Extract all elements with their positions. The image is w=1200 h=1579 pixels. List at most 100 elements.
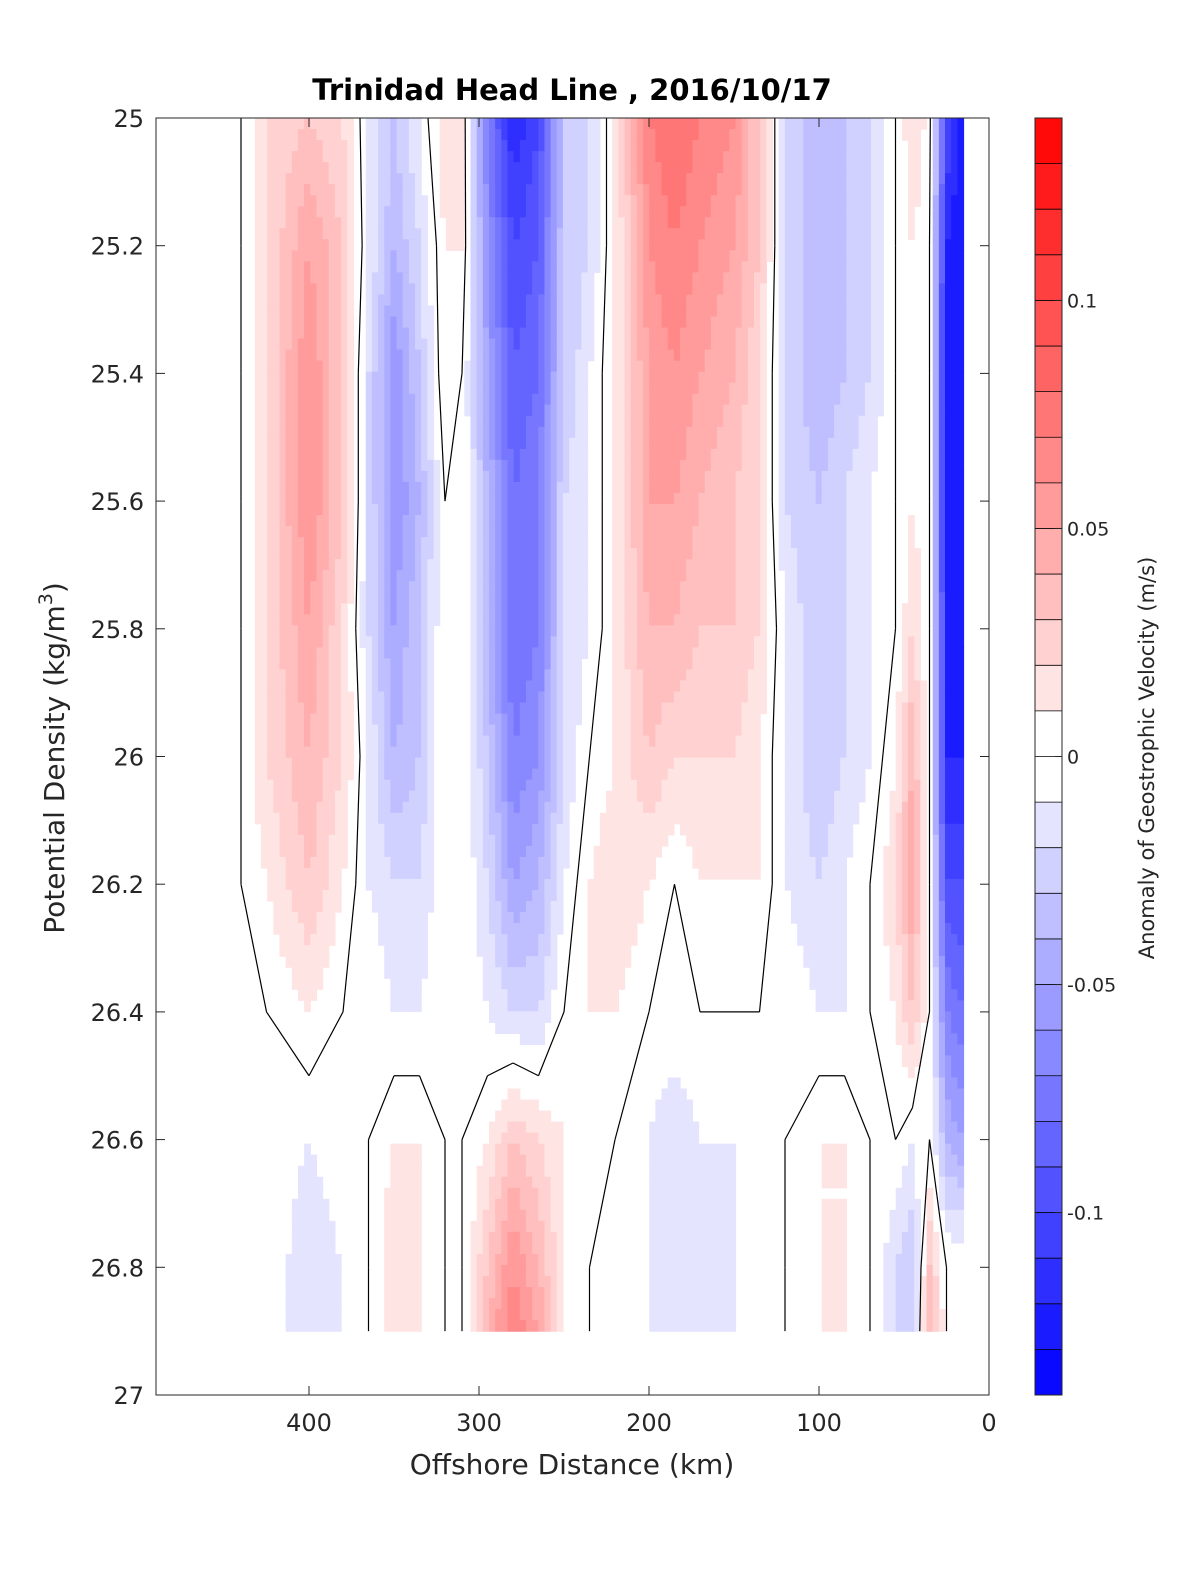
field-cell — [495, 118, 502, 130]
field-cell — [809, 206, 817, 218]
field-cell — [316, 515, 324, 527]
field-cell — [760, 504, 767, 516]
field-cell — [673, 658, 681, 671]
field-cell — [322, 647, 330, 659]
field-cell — [624, 151, 632, 163]
field-cell — [550, 448, 558, 461]
field-cell — [643, 217, 650, 229]
field-cell — [741, 228, 749, 240]
field-cell — [544, 305, 552, 318]
field-cell — [347, 261, 355, 273]
field-cell — [834, 603, 841, 615]
field-cell — [470, 129, 478, 141]
field-cell — [365, 570, 373, 582]
field-cell — [390, 118, 398, 130]
field-cell — [254, 382, 262, 395]
field-cell — [476, 217, 484, 229]
field-cell — [852, 658, 860, 671]
field-cell — [938, 151, 946, 163]
field-cell — [803, 327, 811, 340]
field-cell — [322, 239, 330, 251]
field-cell — [655, 305, 663, 318]
field-cell — [686, 570, 693, 582]
field-cell — [957, 515, 965, 527]
field-cell — [957, 327, 965, 340]
field-cell — [717, 360, 724, 373]
field-cell — [341, 537, 348, 549]
field-cell — [470, 614, 478, 626]
field-cell — [624, 305, 632, 318]
field-cell — [692, 426, 700, 439]
field-cell — [421, 548, 428, 560]
field-cell — [488, 481, 496, 494]
field-cell — [581, 360, 589, 373]
field-cell — [827, 327, 835, 340]
field-cell — [495, 603, 502, 615]
field-cell — [408, 327, 416, 340]
field-cell — [525, 393, 533, 406]
field-cell — [852, 371, 860, 384]
field-cell — [803, 349, 811, 362]
field-cell — [322, 614, 330, 626]
field-cell — [260, 691, 268, 704]
field-cell — [643, 647, 650, 659]
field-cell — [704, 327, 712, 340]
field-cell — [760, 184, 767, 196]
field-cell — [815, 680, 823, 693]
field-cell — [797, 492, 804, 505]
field-cell — [532, 570, 539, 582]
field-cell — [415, 129, 422, 141]
field-cell — [655, 129, 663, 141]
field-cell — [790, 305, 798, 318]
field-cell — [297, 636, 305, 648]
field-cell — [550, 393, 558, 406]
field-cell — [396, 305, 404, 318]
field-cell — [809, 526, 817, 538]
field-cell — [408, 548, 416, 560]
field-cell — [273, 448, 281, 461]
field-cell — [784, 570, 792, 582]
field-cell — [747, 481, 755, 494]
field-cell — [618, 327, 626, 340]
field-cell — [673, 492, 681, 505]
field-cell — [760, 548, 767, 560]
field-cell — [741, 118, 749, 130]
field-cell — [649, 537, 656, 549]
field-cell — [932, 492, 940, 505]
field-cell — [834, 250, 841, 262]
field-cell — [550, 151, 558, 163]
field-cell — [532, 636, 539, 648]
field-cell — [550, 426, 558, 439]
field-cell — [840, 636, 848, 648]
field-cell — [470, 272, 478, 285]
field-cell — [704, 239, 712, 251]
field-cell — [254, 691, 262, 704]
field-cell — [513, 305, 521, 318]
field-cell — [784, 537, 792, 549]
field-cell — [877, 206, 884, 218]
field-cell — [525, 283, 533, 296]
field-cell — [630, 448, 638, 461]
field-cell — [371, 206, 379, 218]
field-cell — [482, 669, 490, 682]
field-cell — [704, 669, 712, 682]
field-cell — [698, 272, 706, 285]
field-cell — [562, 548, 570, 560]
field-cell — [852, 581, 860, 593]
field-cell — [735, 504, 743, 516]
field-cell — [809, 537, 817, 549]
field-cell — [371, 614, 379, 626]
field-cell — [384, 393, 391, 406]
field-cell — [544, 470, 552, 483]
field-cell — [402, 349, 410, 362]
field-cell — [735, 228, 743, 240]
field-cell — [778, 426, 786, 439]
field-cell — [957, 217, 965, 229]
field-cell — [673, 625, 681, 637]
field-cell — [735, 250, 743, 262]
field-cell — [815, 404, 823, 417]
field-cell — [550, 140, 558, 152]
field-cell — [279, 151, 287, 163]
field-cell — [710, 625, 718, 637]
field-cell — [753, 305, 761, 318]
